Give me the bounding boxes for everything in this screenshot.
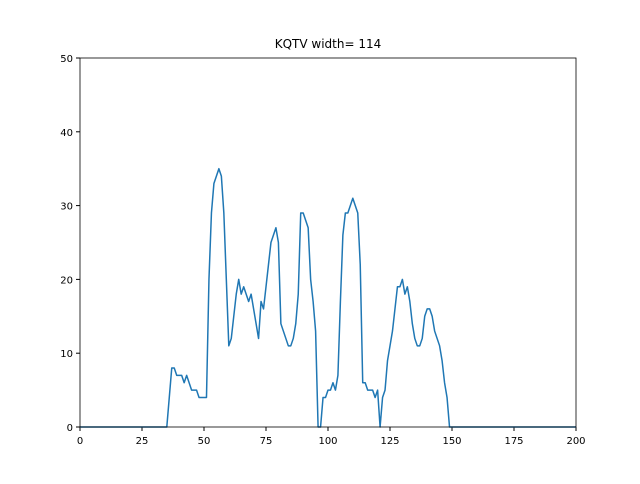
- y-tick-label: 0: [67, 423, 73, 434]
- x-tick-label: 50: [198, 436, 211, 447]
- y-tick-label: 50: [60, 54, 73, 65]
- y-tick-label: 10: [60, 349, 73, 360]
- data-line: [80, 167, 576, 428]
- x-tick-label: 200: [566, 436, 585, 447]
- x-tick-label: 125: [380, 436, 399, 447]
- x-tick-label: 175: [504, 436, 523, 447]
- x-tick-label: 100: [318, 436, 337, 447]
- x-tick-label: 150: [442, 436, 461, 447]
- axes-frame: [79, 57, 577, 428]
- y-tick-label: 20: [60, 275, 73, 286]
- y-tick-label: 40: [60, 128, 73, 139]
- chart-title: KQTV width= 114: [275, 37, 382, 51]
- x-tick-label: 0: [77, 436, 83, 447]
- x-tick-label: 25: [136, 436, 149, 447]
- y-tick-label: 30: [60, 202, 73, 213]
- x-tick-label: 75: [260, 436, 273, 447]
